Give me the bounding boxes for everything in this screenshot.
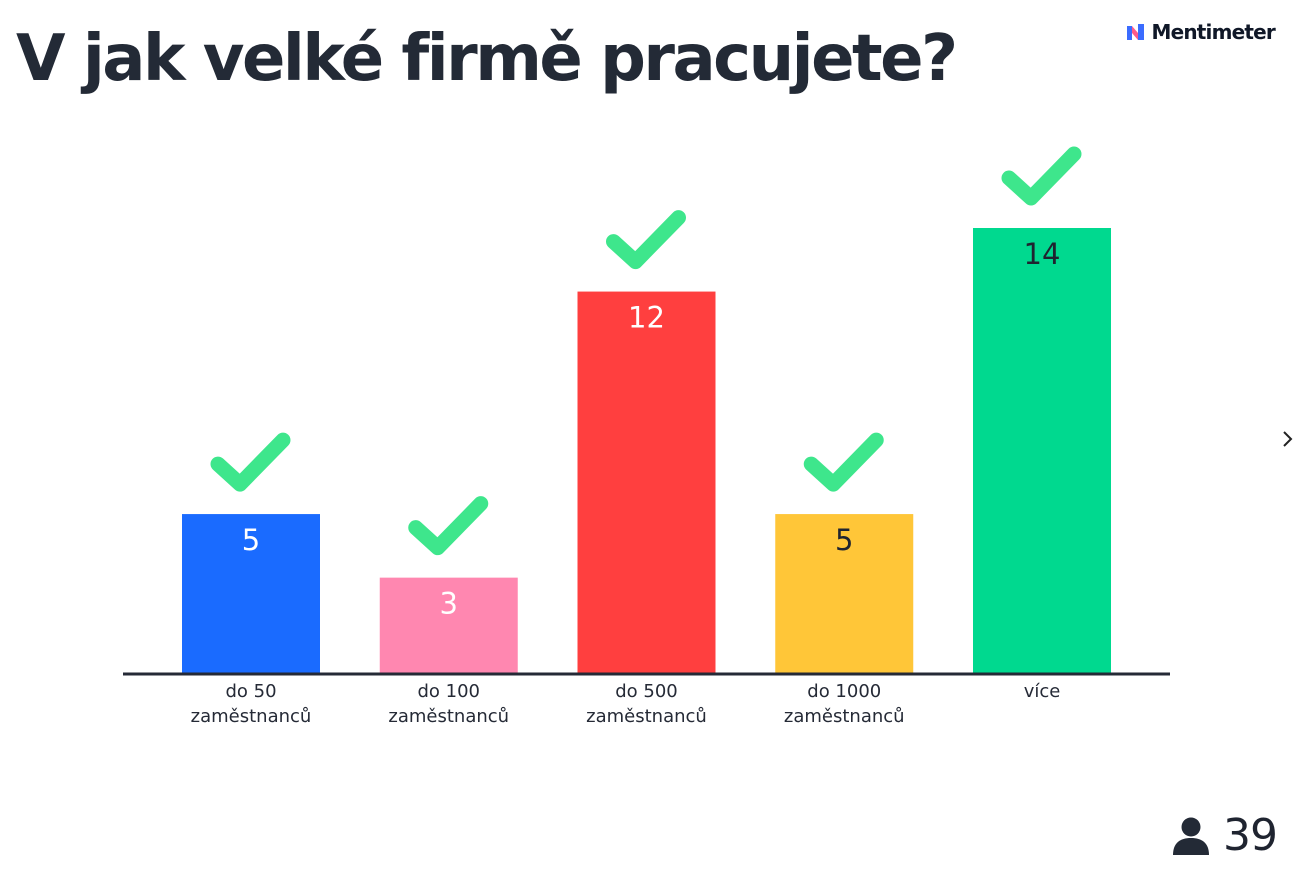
participants-counter: 39 <box>1171 810 1278 861</box>
bar-3 <box>577 291 716 673</box>
brand-logo: Mentimeter <box>1127 20 1276 44</box>
correct-check-icon-4 <box>803 432 884 492</box>
category-label-4-line-1: do 1000 <box>807 681 881 702</box>
next-slide-button[interactable] <box>1272 424 1295 454</box>
participants-count: 39 <box>1223 810 1278 861</box>
category-label-1-line-2: zaměstnanců <box>191 706 312 727</box>
bar-value-label-5: 14 <box>1024 237 1061 271</box>
category-label-3-line-1: do 500 <box>615 681 678 702</box>
bar-value-label-2: 3 <box>440 587 458 621</box>
bar-value-label-3: 12 <box>628 301 665 335</box>
category-label-4-line-2: zaměstnanců <box>784 706 905 727</box>
category-label-5-line-1: více <box>1024 681 1061 702</box>
brand-name: Mentimeter <box>1151 20 1275 44</box>
question-title: V jak velké firmě pracujete? <box>16 22 958 96</box>
correct-check-icon-3 <box>606 210 686 270</box>
mentimeter-logo-icon <box>1127 24 1145 40</box>
bar-4 <box>775 514 914 673</box>
bar-1 <box>182 514 320 673</box>
category-label-2-line-2: zaměstnanců <box>388 706 509 727</box>
bar-value-label-1: 5 <box>242 523 260 557</box>
correct-check-icon-5 <box>1001 146 1082 206</box>
bar-2 <box>379 577 518 673</box>
bar-value-label-4: 5 <box>835 523 853 557</box>
category-label-3-line-2: zaměstnanců <box>586 706 707 727</box>
chevron-right-icon <box>1283 431 1293 447</box>
category-label-2-line-1: do 100 <box>417 681 480 702</box>
person-icon <box>1173 817 1209 855</box>
correct-check-icon-2 <box>408 496 489 556</box>
bar-5 <box>973 228 1111 673</box>
correct-check-icon-1 <box>210 432 291 492</box>
category-label-1-line-1: do 50 <box>225 681 276 702</box>
